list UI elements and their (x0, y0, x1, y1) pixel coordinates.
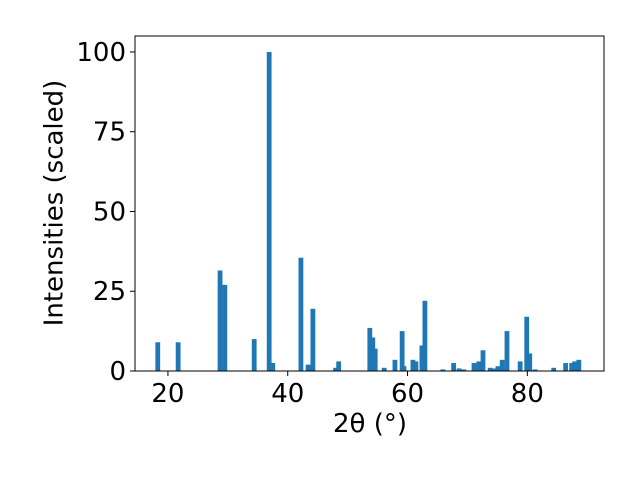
x-tick-label: 20 (151, 379, 184, 409)
bar (410, 359, 416, 371)
bar (576, 359, 582, 371)
bar (461, 369, 467, 371)
y-tick-label: 50 (93, 197, 126, 227)
bar (551, 367, 557, 371)
bar (499, 359, 505, 371)
bar (569, 363, 575, 371)
x-tick-label: 40 (271, 379, 304, 409)
bar (305, 364, 311, 371)
bar (175, 342, 181, 371)
bar (401, 366, 407, 371)
bar (298, 257, 304, 371)
bar (367, 327, 373, 371)
bar (491, 368, 497, 371)
bar (524, 316, 530, 371)
bar (532, 369, 538, 371)
x-axis-label: 2θ (°) (333, 409, 407, 439)
plot-frame (134, 35, 605, 372)
bar (336, 361, 342, 371)
bar (217, 270, 223, 371)
bar (456, 368, 462, 371)
bar (419, 345, 425, 371)
bar (266, 51, 272, 371)
bar (251, 339, 257, 371)
bar (476, 361, 482, 371)
y-tick-label: 0 (109, 357, 126, 387)
bar (480, 350, 486, 371)
x-tick-label: 80 (511, 379, 544, 409)
y-tick-label: 75 (93, 118, 126, 148)
bar (399, 331, 405, 371)
bar (392, 359, 398, 371)
bar (471, 363, 477, 371)
bar (333, 367, 339, 371)
y-tick-label: 100 (76, 38, 126, 68)
bar (413, 361, 419, 371)
bar (504, 331, 510, 371)
bar (572, 361, 578, 371)
bar (451, 363, 457, 371)
bar (270, 363, 276, 371)
x-tick-label: 60 (391, 379, 424, 409)
bar (527, 353, 533, 371)
bar (372, 348, 378, 371)
bar (310, 308, 316, 371)
bar (517, 361, 523, 371)
y-axis-label: Intensities (scaled) (40, 80, 70, 327)
bar (495, 366, 501, 371)
bar (155, 342, 161, 371)
bar (222, 284, 228, 371)
bar (563, 363, 569, 371)
bar (381, 367, 387, 371)
bar (422, 300, 428, 371)
y-tick-label: 25 (93, 277, 126, 307)
bar (487, 367, 493, 371)
bar (440, 369, 446, 371)
